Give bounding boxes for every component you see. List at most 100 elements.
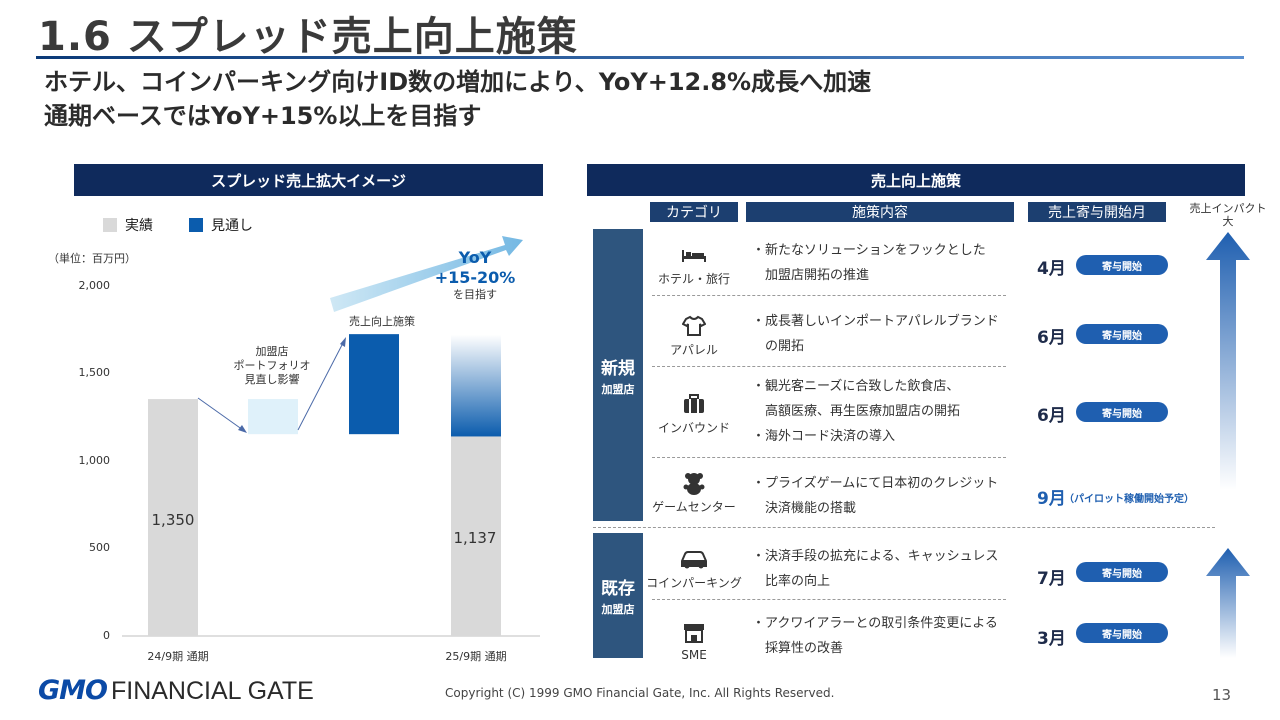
- annotation-portfolio-line-2: ポートフォリオ: [233, 359, 311, 372]
- column-header-content: 施策内容: [746, 202, 1014, 222]
- legend-forecast-label: 見通し: [211, 218, 253, 234]
- annotation-portfolio-line-1: 加盟店: [255, 345, 289, 358]
- y-tick-2000: 2,000: [78, 279, 111, 292]
- impact-arrow-new-icon: [1206, 232, 1250, 490]
- row-apparel-category-label: アパレル: [670, 343, 718, 357]
- growth-arrow-icon: [330, 236, 523, 312]
- annotation-portfolio: 加盟店 ポートフォリオ 見直し影響: [222, 345, 322, 387]
- row-apparel-month: 6月: [1037, 328, 1066, 348]
- row-sme-badge: 寄与開始: [1076, 623, 1168, 643]
- bar-portfolio-decline: [248, 399, 298, 435]
- subtitle-line-1: ホテル、コインパーキング向けID数の増加により、YoY+12.8%成長へ加速: [44, 68, 872, 96]
- teddy-bear-icon: [644, 470, 744, 496]
- row-parking-month: 7月: [1037, 569, 1066, 589]
- legend-actual-swatch: [103, 218, 117, 232]
- row-hotel-desc-line-1: ・新たなソリューションをフックとした: [752, 243, 986, 258]
- yoy-callout-line-1: YoY: [458, 248, 492, 267]
- row-hotel-category-label: ホテル・旅行: [657, 272, 730, 286]
- row-parking-badge: 寄与開始: [1076, 562, 1168, 582]
- row-separator-5: [652, 599, 1006, 600]
- row-inbound-desc-line-2: 高額医療、再生医療加盟店の開拓: [752, 404, 961, 419]
- connector-arrow-2-head: [340, 337, 346, 347]
- connector-arrow-2: [297, 342, 344, 431]
- row-parking-category: コインパーキング: [644, 546, 744, 591]
- row-hotel-description: ・新たなソリューションをフックとした 加盟店開拓の推進: [752, 238, 986, 288]
- row-sme-category-label: SME: [681, 648, 707, 662]
- row-inbound-category-label: インバウンド: [657, 421, 730, 435]
- connector-arrow-1: [197, 397, 244, 431]
- row-inbound-badge: 寄与開始: [1076, 402, 1168, 422]
- connector-arrow-1-head: [238, 425, 247, 433]
- row-parking-category-label: コインパーキング: [646, 576, 742, 590]
- new-merchants-label: 新規 加盟店: [593, 229, 643, 521]
- bar-25-9-forecast: [451, 334, 501, 437]
- row-game-desc-line-1: ・プライズゲームにて日本初のクレジット: [752, 476, 999, 491]
- column-header-month: 売上寄与開始月: [1028, 202, 1166, 222]
- row-separator-3: [652, 457, 1006, 458]
- section-separator: [593, 527, 1215, 528]
- company-logo: GMO FINANCIAL GATE: [38, 675, 314, 706]
- row-sme-desc-line-2: 採算性の改善: [752, 641, 844, 656]
- annotation-portfolio-line-3: 見直し影響: [244, 373, 300, 386]
- row-inbound-desc-line-1: ・観光客ニーズに合致した飲食店、: [752, 379, 960, 394]
- subtitle-line-2: 通期ベースではYoY+15%以上を目指す: [44, 102, 482, 130]
- tshirt-icon: [644, 313, 744, 339]
- row-parking-description: ・決済手段の拡充による、キャッシュレス 比率の向上: [752, 544, 998, 594]
- bar-sales-measures: [349, 334, 399, 435]
- bed-icon: [644, 242, 744, 268]
- yoy-callout-line-3: を目指す: [453, 288, 497, 301]
- impact-label-line-1: 売上インパクト: [1189, 202, 1267, 215]
- row-sme-category: SME: [644, 620, 744, 662]
- row-sme-month: 3月: [1037, 629, 1066, 649]
- row-game-description: ・プライズゲームにて日本初のクレジット 決済機能の搭載: [752, 471, 998, 521]
- existing-merchants-label: 既存 加盟店: [593, 533, 643, 658]
- chart-unit-label: （単位：百万円）: [48, 252, 136, 265]
- measures-band-title: 売上向上施策: [587, 164, 1245, 196]
- row-sme-desc-line-1: ・アクワイアラーとの取引条件変更による: [752, 616, 998, 631]
- y-tick-500: 500: [89, 541, 110, 554]
- yoy-callout: YoY +15-20% を目指す: [420, 248, 530, 302]
- row-inbound-month: 6月: [1037, 406, 1066, 426]
- legend-actual-label: 実績: [125, 218, 153, 234]
- row-hotel-category: ホテル・旅行: [644, 242, 744, 287]
- page-title: 1.6 スプレッド売上向上施策: [38, 14, 578, 60]
- row-inbound-category: インバウンド: [644, 391, 744, 436]
- logo-gmo-text: GMO: [38, 675, 108, 706]
- row-game-desc-line-2: 決済機能の搭載: [752, 501, 857, 516]
- row-hotel-desc-line-2: 加盟店開拓の推進: [752, 268, 870, 283]
- impact-arrow-existing-icon: [1206, 548, 1250, 658]
- column-header-category: カテゴリ: [650, 202, 738, 222]
- y-tick-1000: 1,000: [78, 454, 111, 467]
- row-separator-2: [652, 366, 1006, 367]
- row-apparel-desc-line-1: ・成長著しいインポートアパレルブランド: [752, 314, 999, 329]
- page-number: 13: [1212, 686, 1232, 704]
- legend-forecast-swatch: [189, 218, 203, 232]
- car-icon: [644, 546, 744, 572]
- x-tick-24-9: 24/9期 通期: [147, 650, 209, 663]
- impact-label: 売上インパクト 大: [1188, 202, 1268, 228]
- row-parking-desc-line-2: 比率の向上: [752, 574, 831, 589]
- new-merchants-small: 加盟店: [601, 382, 635, 396]
- impact-arrows: [1206, 232, 1250, 658]
- row-game-category: ゲームセンター: [644, 470, 744, 515]
- annotation-sales-measures: 売上向上施策: [349, 315, 415, 328]
- row-sme-description: ・アクワイアラーとの取引条件変更による 採算性の改善: [752, 611, 998, 661]
- row-inbound-description: ・観光客ニーズに合致した飲食店、 高額医療、再生医療加盟店の開拓 ・海外コード決…: [752, 374, 960, 449]
- row-apparel-description: ・成長著しいインポートアパレルブランド の開拓: [752, 309, 999, 359]
- chart-band-title: スプレッド売上拡大イメージ: [74, 164, 543, 196]
- y-tick-0: 0: [103, 629, 110, 642]
- row-game-month: 9月: [1037, 489, 1066, 509]
- bar-24-9-actual: [148, 399, 198, 636]
- row-inbound-desc-line-3: ・海外コード決済の導入: [752, 429, 896, 444]
- row-apparel-desc-line-2: の開拓: [752, 339, 805, 354]
- x-tick-25-9: 25/9期 通期: [445, 650, 507, 663]
- row-game-category-label: ゲームセンター: [652, 500, 736, 514]
- copyright-text: Copyright (C) 1999 GMO Financial Gate, I…: [445, 686, 835, 700]
- title-underline: [36, 56, 1244, 59]
- row-apparel-badge: 寄与開始: [1076, 324, 1168, 344]
- chart-legend: 実績 見通し: [103, 215, 253, 235]
- row-parking-desc-line-1: ・決済手段の拡充による、キャッシュレス: [752, 549, 999, 564]
- store-icon: [644, 620, 744, 646]
- row-apparel-category: アパレル: [644, 313, 744, 358]
- yoy-callout-line-2: +15-20%: [434, 268, 516, 287]
